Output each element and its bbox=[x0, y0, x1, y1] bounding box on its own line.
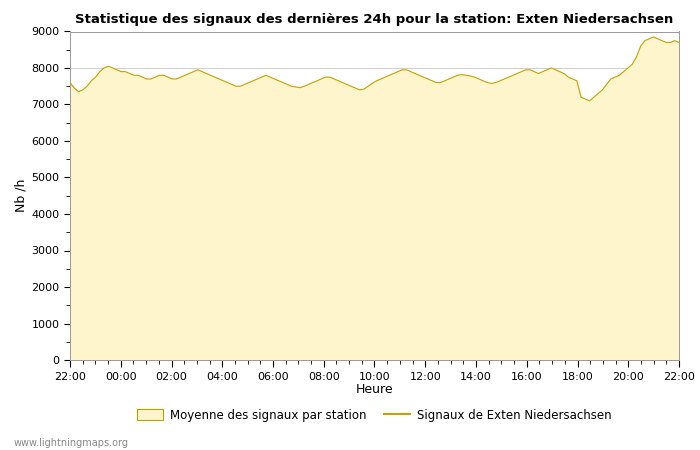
X-axis label: Heure: Heure bbox=[356, 383, 393, 396]
Title: Statistique des signaux des dernières 24h pour la station: Exten Niedersachsen: Statistique des signaux des dernières 24… bbox=[76, 13, 673, 26]
Legend: Moyenne des signaux par station, Signaux de Exten Niedersachsen: Moyenne des signaux par station, Signaux… bbox=[132, 404, 617, 426]
Text: www.lightningmaps.org: www.lightningmaps.org bbox=[14, 438, 129, 448]
Y-axis label: Nb /h: Nb /h bbox=[14, 179, 27, 212]
